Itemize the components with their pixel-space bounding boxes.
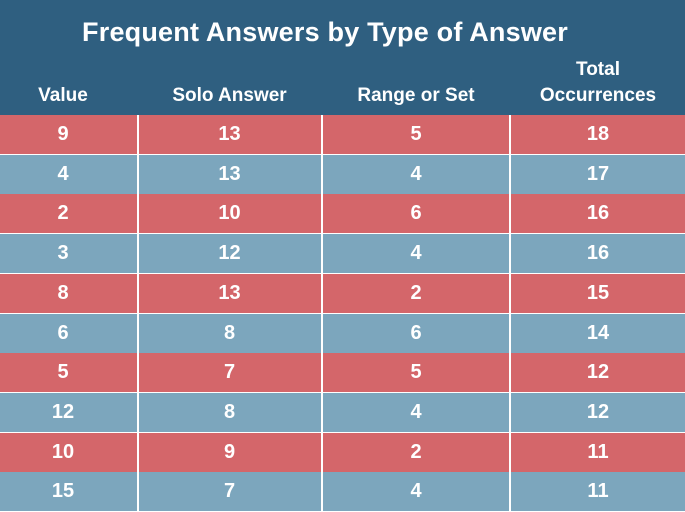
solo-answer-cell: 13 (218, 163, 241, 185)
column-header-total-occurrences: Total Occurrences (511, 57, 685, 109)
column-header-solo-answer: Solo Answer (172, 85, 287, 106)
value-cell: 8 (57, 282, 69, 304)
value-cell: 4 (57, 163, 69, 185)
column-divider (509, 115, 511, 512)
table-row: 10 9 2 11 (0, 433, 685, 472)
range-or-set-cell: 4 (410, 163, 422, 185)
range-or-set-cell: 4 (410, 480, 422, 502)
total-occurrences-cell: 11 (587, 480, 609, 502)
total-occurrences-cell: 16 (586, 202, 610, 224)
column-divider (321, 115, 323, 512)
solo-answer-cell: 7 (223, 480, 236, 502)
total-occurrences-cell: 14 (586, 322, 610, 344)
value-cell: 15 (51, 480, 75, 502)
table-row: 4 13 4 17 (0, 155, 685, 194)
range-or-set-cell: 4 (410, 242, 422, 264)
table-row: 12 8 4 12 (0, 393, 685, 432)
value-cell: 6 (57, 322, 69, 344)
table-title: Frequent Answers by Type of Answer (82, 17, 568, 47)
solo-answer-cell: 13 (218, 123, 241, 145)
table-row: 8 13 2 15 (0, 274, 685, 313)
range-or-set-cell: 4 (410, 401, 422, 423)
value-cell: 9 (57, 123, 69, 145)
solo-answer-cell: 10 (218, 202, 241, 224)
total-occurrences-cell: 16 (586, 242, 610, 264)
total-occurrences-cell: 18 (586, 123, 610, 145)
table-row: 9 13 5 18 (0, 115, 685, 154)
value-cell: 12 (51, 401, 75, 423)
range-or-set-cell: 6 (410, 322, 422, 344)
range-or-set-cell: 2 (410, 441, 422, 463)
column-divider (137, 115, 139, 512)
solo-answer-cell: 7 (223, 361, 236, 383)
value-cell: 2 (57, 202, 69, 224)
range-or-set-cell: 6 (410, 202, 422, 224)
table-row: 3 12 4 16 (0, 234, 685, 273)
total-occurrences-cell: 12 (586, 361, 610, 383)
table-body: 9 13 5 18 4 13 4 17 2 10 6 16 3 12 4 16 8 13 2 15 6 8 6 14 5 7 5 12… (0, 115, 685, 512)
column-header-value: Value (38, 85, 88, 106)
solo-answer-cell: 12 (218, 242, 241, 264)
table-row: 5 7 5 12 (0, 353, 685, 392)
total-occurrences-cell: 11 (587, 441, 609, 463)
solo-answer-cell: 9 (223, 441, 236, 463)
range-or-set-cell: 5 (410, 361, 422, 383)
total-occurrences-header-line: Total (576, 59, 620, 80)
total-occurrences-cell: 15 (586, 282, 610, 304)
total-occurrences-cell: 17 (586, 163, 610, 185)
solo-answer-cell: 13 (218, 282, 241, 304)
range-or-set-cell: 5 (410, 123, 422, 145)
column-header-range-or-set: Range or Set (357, 85, 475, 106)
table-row: 2 10 6 16 (0, 194, 685, 233)
range-or-set-cell: 2 (410, 282, 422, 304)
value-cell: 5 (57, 361, 69, 383)
value-cell: 10 (51, 441, 75, 463)
total-occurrences-header-line: Occurrences (539, 85, 657, 106)
table-row: 15 7 4 11 (0, 472, 685, 511)
solo-answer-cell: 8 (223, 322, 236, 344)
solo-answer-cell: 8 (223, 401, 236, 423)
table-header: Frequent Answers by Type of Answer Value… (0, 0, 685, 115)
value-cell: 3 (57, 242, 69, 264)
table-row: 6 8 6 14 (0, 314, 685, 353)
total-occurrences-cell: 12 (586, 401, 610, 423)
